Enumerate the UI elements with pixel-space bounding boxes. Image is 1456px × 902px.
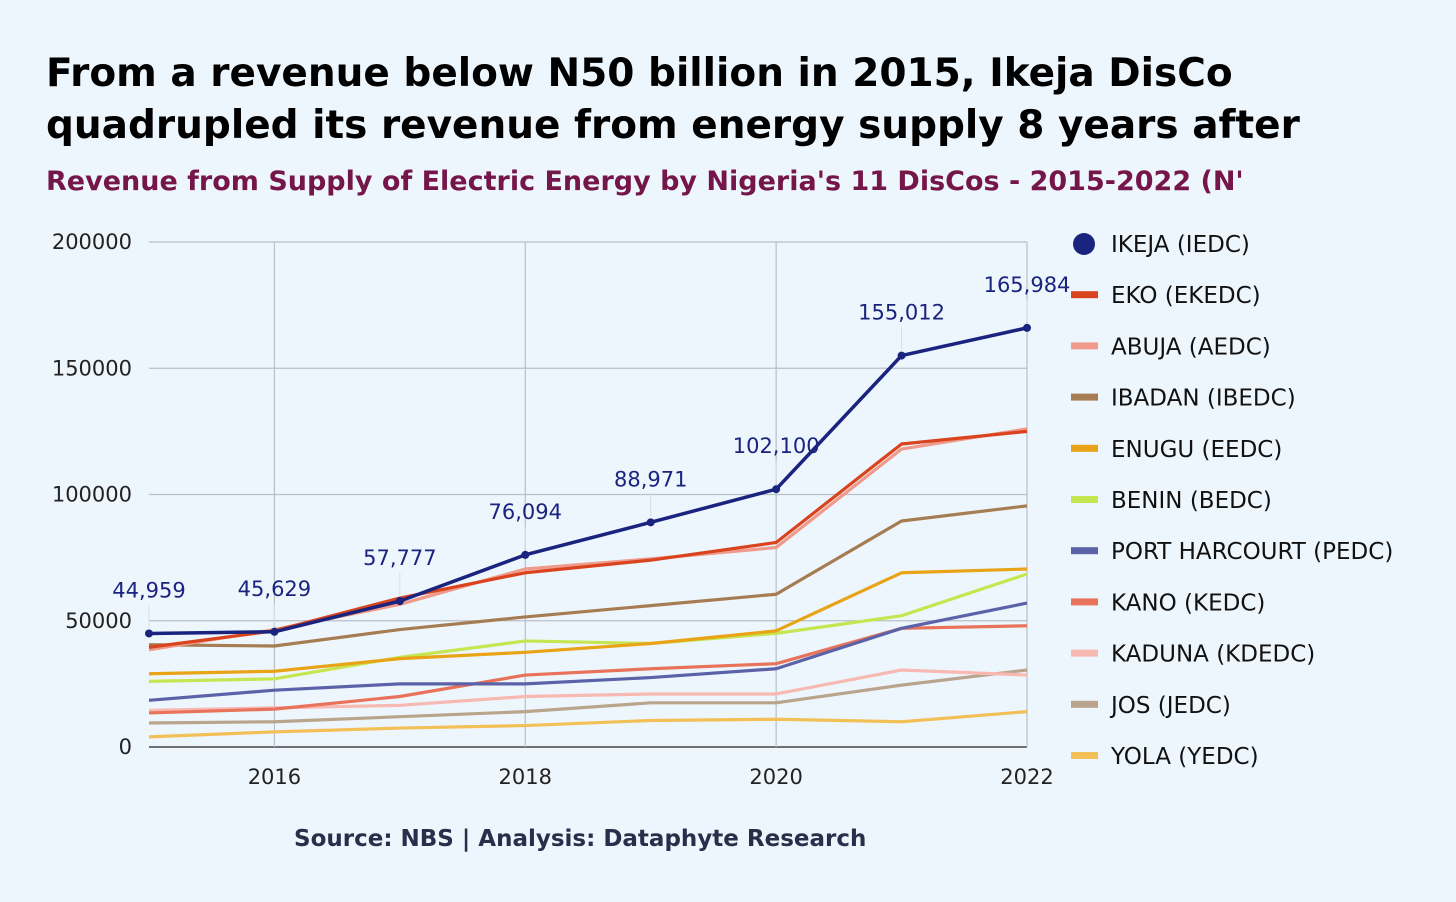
grid (149, 241, 1028, 748)
legend-item: YOLA (YEDC) (1110, 744, 1259, 770)
legend-swatch (1071, 291, 1098, 299)
legend-marker (1073, 233, 1095, 255)
legend-item: IBADAN (IBEDC) (1111, 386, 1296, 412)
legend-item: KADUNA (KDEDC) (1111, 642, 1315, 668)
data-label: 88,971 (614, 467, 687, 491)
legend-item: ENUGU (EEDC) (1111, 437, 1282, 463)
source-note: Source: NBS | Analysis: Dataphyte Resear… (294, 826, 867, 852)
series-lines (145, 323, 1031, 739)
y-tick-label: 50000 (65, 609, 132, 633)
legend-item: IKEJA (IEDC) (1111, 232, 1250, 258)
data-point (897, 351, 906, 360)
data-label: 76,094 (489, 500, 562, 524)
legend-swatch (1071, 700, 1098, 708)
series-line (148, 710, 1028, 739)
series-line (148, 504, 1028, 648)
legend-item: PORT HARCOURT (PEDC) (1111, 539, 1393, 565)
legend-swatch (1071, 547, 1098, 555)
legend-item: EKO (EKEDC) (1111, 283, 1261, 309)
legend-swatch (1071, 444, 1098, 452)
data-label: 44,959 (112, 578, 185, 602)
data-point (646, 518, 655, 527)
legend-item: ABUJA (AEDC) (1111, 334, 1271, 360)
data-point (1023, 323, 1031, 332)
data-point (521, 550, 530, 559)
legend-swatch (1071, 598, 1098, 606)
series-line (148, 668, 1028, 725)
data-labels: 44,959 45,629 57,777 76,094 88,971 102,100 155… (112, 273, 1070, 628)
legend-swatch (1071, 393, 1098, 401)
legend-swatch (1071, 649, 1098, 657)
y-tick-label: 0 (119, 735, 132, 759)
legend-swatch (1071, 752, 1098, 759)
x-tick-label: 2018 (499, 765, 552, 789)
chart-subtitle: Revenue from Supply of Electric Energy b… (46, 166, 1244, 197)
data-label: 45,629 (238, 577, 311, 601)
y-tick-label: 100000 (52, 483, 132, 507)
data-point (772, 485, 781, 494)
legend-item: BENIN (BEDC) (1111, 488, 1272, 514)
data-label: 165,984 (984, 273, 1071, 297)
chart-title: From a revenue below N50 billion in 2015… (46, 51, 1300, 148)
legend-item: KANO (KEDC) (1111, 590, 1265, 616)
data-point (270, 627, 279, 636)
x-tick-label: 2020 (749, 765, 802, 789)
x-tick-label: 2022 (1000, 765, 1053, 789)
series-line (148, 601, 1028, 702)
data-label: 155,012 (858, 301, 945, 325)
y-axis-ticks: 0 50000 100000 150000 200000 (52, 230, 132, 759)
legend: IKEJA (IEDC) EKO (EKEDC) ABUJA (AEDC) IBADA… (1071, 232, 1393, 770)
legend-item: JOS (JEDC) (1109, 693, 1231, 719)
y-tick-label: 200000 (52, 230, 132, 254)
series-line (148, 572, 1028, 683)
data-point (145, 629, 153, 638)
x-tick-label: 2016 (248, 765, 301, 789)
y-tick-label: 150000 (52, 356, 132, 380)
data-label: 57,777 (363, 546, 436, 570)
x-axis-ticks: 2016 2018 2020 2022 (248, 765, 1054, 789)
data-label: 102,100 (733, 434, 820, 458)
data-point (395, 597, 404, 606)
legend-swatch (1071, 342, 1098, 350)
series-line (148, 326, 1028, 636)
series-line (148, 567, 1028, 676)
legend-swatch (1071, 496, 1098, 503)
